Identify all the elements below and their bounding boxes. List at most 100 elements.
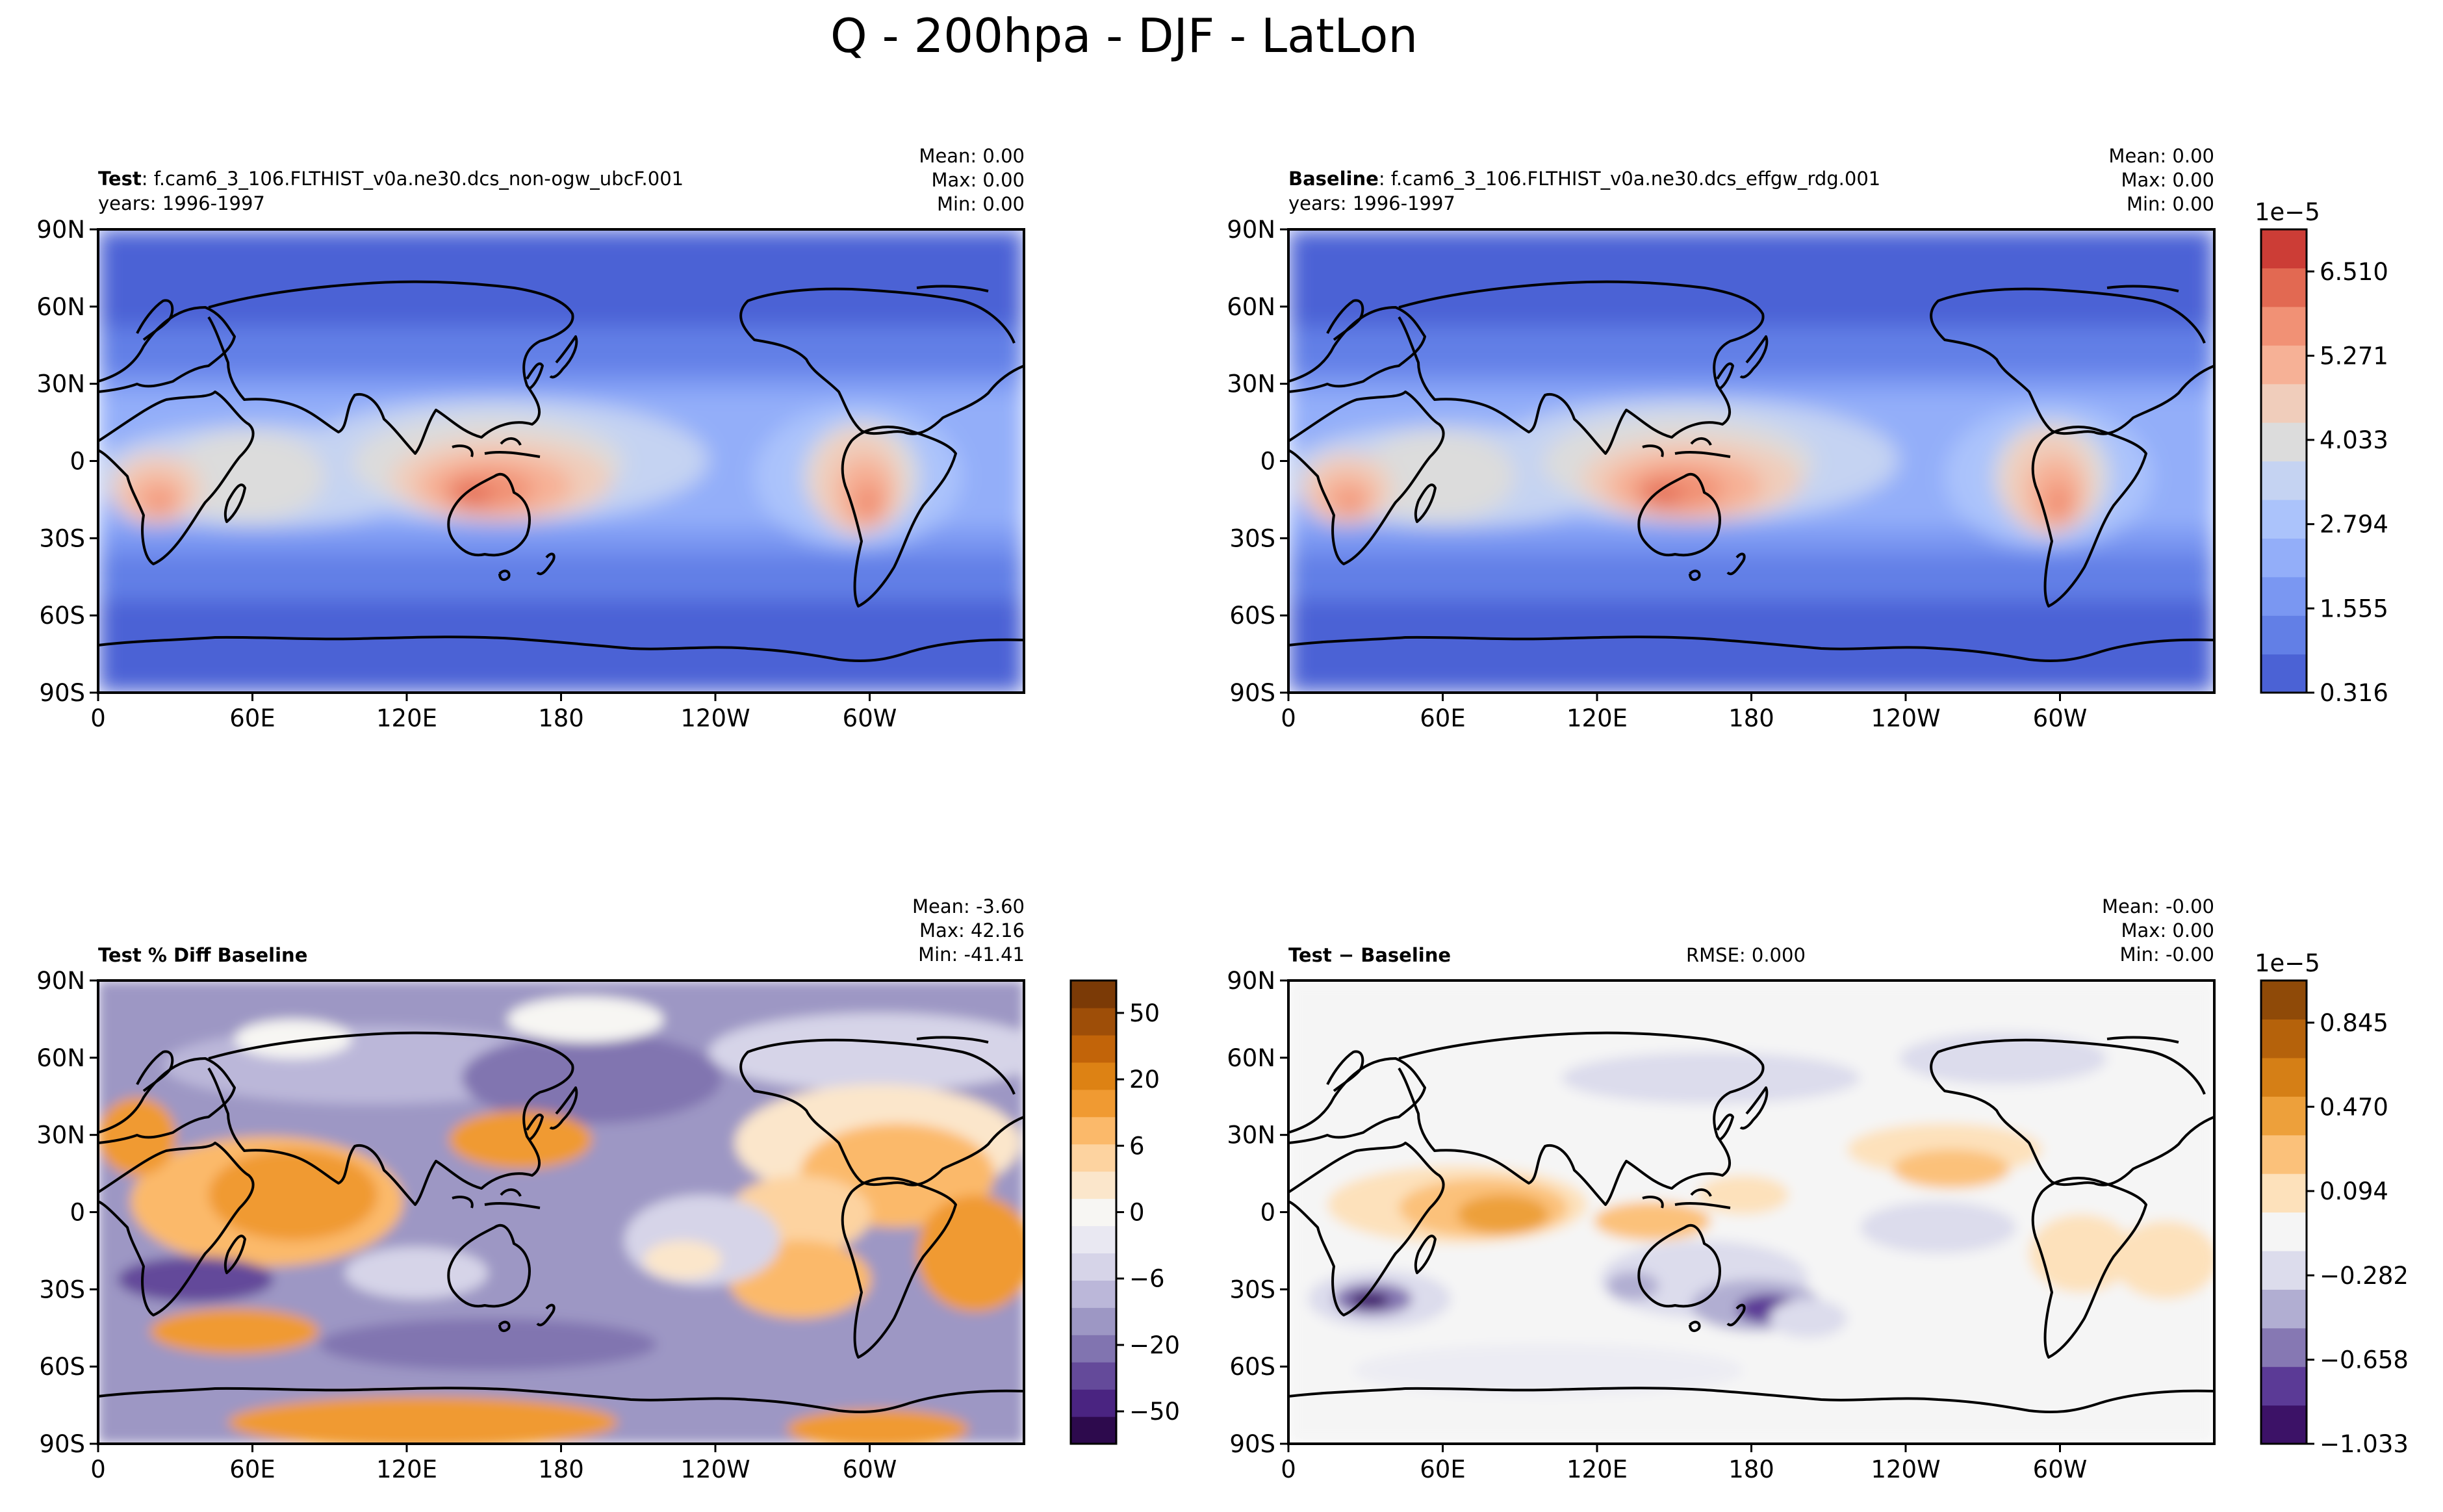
panel-test-max: Max: 0.00: [931, 169, 1025, 191]
colorbar-tick-label: 0.316: [2320, 679, 2388, 707]
colorbar-tick-label: 0.094: [2320, 1177, 2388, 1205]
x-tick-label: 60W: [843, 1455, 897, 1483]
colorbar-swatch: [2261, 1173, 2307, 1213]
colorbar-swatch: [1071, 1389, 1116, 1417]
panel-diff-map: [1288, 980, 2214, 1444]
colorbar-swatch: [2261, 229, 2307, 269]
colorbar-swatch: [2261, 576, 2307, 616]
panel-difference: Test − Baseline RMSE: 0.000 Mean: -0.00 …: [1227, 895, 2216, 1483]
figure-title: Q - 200hpa - DJF - LatLon: [830, 8, 1418, 63]
colorbar-swatch: [2261, 461, 2307, 500]
y-tick-label: 30S: [1229, 524, 1275, 552]
panel-baseline: Baseline: f.cam6_3_106.FLTHIST_v0a.ne30.…: [1227, 145, 2216, 732]
y-tick-label: 90S: [1229, 679, 1275, 707]
x-tick-label: 60E: [229, 1455, 275, 1483]
colorbar-q: 1e−5 6.510 5.271 4.033 2.794 1.555 0.316: [2255, 198, 2388, 707]
colorbar-swatch: [2261, 499, 2307, 539]
y-tick-label: 30S: [39, 1275, 85, 1303]
x-tick-label: 120W: [680, 704, 750, 732]
panel-pct-min: Min: -41.41: [918, 943, 1025, 966]
panel-test-label: Test: f.cam6_3_106.FLTHIST_v0a.ne30.dcs_…: [98, 168, 684, 190]
colorbar-swatch: [1071, 1362, 1116, 1390]
colorbar-swatch: [2261, 1096, 2307, 1136]
panel-baseline-map: [1288, 229, 2214, 693]
colorbar-tick-label: 2.794: [2320, 511, 2388, 539]
panel-diff-rmse: RMSE: 0.000: [1686, 944, 1806, 966]
y-tick-label: 30N: [1227, 1121, 1275, 1149]
y-tick-label: 60S: [39, 602, 85, 630]
panel-pct-mean: Mean: -3.60: [912, 895, 1025, 917]
x-tick-label: 0: [1281, 704, 1296, 732]
y-tick-label: 90N: [1227, 967, 1275, 995]
panel-test: Test: f.cam6_3_106.FLTHIST_v0a.ne30.dcs_…: [36, 145, 1025, 732]
y-tick-label: 60S: [39, 1353, 85, 1381]
colorbar-percent-diff: 50 20 6 0 −6 −20 −50: [1069, 979, 1180, 1445]
colorbar-swatch: [1071, 1171, 1116, 1199]
colorbar-tick-label: 0.470: [2320, 1093, 2388, 1121]
x-tick-label: 0: [90, 704, 106, 732]
colorbar-swatch: [2261, 1057, 2307, 1097]
panel-baseline-max: Max: 0.00: [2121, 169, 2214, 191]
colorbar-swatch: [2261, 1134, 2307, 1174]
colorbar-tick-label: 4.033: [2320, 426, 2388, 454]
x-tick-label: 180: [538, 1455, 584, 1483]
y-tick-label: 60N: [36, 1044, 85, 1072]
colorbar-swatch: [2261, 345, 2307, 385]
panel-baseline-years: years: 1996-1997: [1288, 192, 1455, 214]
y-tick-label: 30N: [36, 370, 85, 398]
panel-test-map: [98, 229, 1024, 693]
colorbar-swatch: [2261, 1289, 2307, 1329]
panel-pct-map: [98, 980, 1024, 1444]
colorbar-swatch: [1071, 1007, 1116, 1036]
colorbar-tick-label: 6: [1129, 1132, 1145, 1160]
colorbar-swatch: [1071, 1198, 1116, 1227]
x-tick-label: 120W: [1871, 1455, 1940, 1483]
colorbar-tick-label: −0.658: [2320, 1346, 2409, 1374]
panel-diff-mean: Mean: -0.00: [2102, 895, 2214, 917]
x-tick-label: 120W: [680, 1455, 750, 1483]
y-tick-label: 90S: [39, 1430, 85, 1458]
colorbar-tick-label: 20: [1129, 1066, 1160, 1094]
colorbar-swatch: [2261, 1405, 2307, 1444]
colorbar-tick-label: −0.282: [2320, 1262, 2409, 1290]
colorbar-tick-label: 0.845: [2320, 1009, 2388, 1037]
y-tick-label: 0: [1260, 1199, 1275, 1227]
x-tick-label: 120W: [1871, 704, 1940, 732]
panel-test-min: Min: 0.00: [937, 193, 1025, 215]
x-tick-label: 60W: [2033, 1455, 2088, 1483]
y-tick-label: 90S: [1229, 1430, 1275, 1458]
colorbar-swatch: [2261, 306, 2307, 346]
colorbar-tick-label: −20: [1129, 1331, 1180, 1359]
panel-diff-label: Test − Baseline: [1288, 944, 1451, 966]
panel-diff-max: Max: 0.00: [2121, 919, 2214, 942]
y-tick-label: 30N: [1227, 370, 1275, 398]
x-tick-label: 0: [90, 1455, 106, 1483]
y-tick-label: 60N: [1227, 1044, 1275, 1072]
colorbar-tick-label: 0: [1129, 1199, 1145, 1227]
y-tick-label: 0: [70, 1199, 85, 1227]
colorbar-tick-label: −1.033: [2320, 1430, 2409, 1458]
colorbar-swatch: [1071, 1062, 1116, 1090]
panel-pct-label: Test % Diff Baseline: [98, 944, 307, 966]
y-tick-label: 90N: [36, 216, 85, 244]
colorbar-swatch: [1071, 1307, 1116, 1335]
colorbar-swatch: [2261, 980, 2307, 1020]
x-tick-label: 60E: [1420, 1455, 1465, 1483]
y-tick-label: 30S: [1229, 1275, 1275, 1303]
y-tick-label: 90N: [36, 967, 85, 995]
colorbar-swatch: [1071, 1253, 1116, 1281]
y-tick-label: 30S: [39, 524, 85, 552]
x-tick-label: 180: [538, 704, 584, 732]
panel-test-years: years: 1996-1997: [98, 192, 265, 214]
x-tick-label: 60E: [229, 704, 275, 732]
colorbar-tick-label: −50: [1129, 1398, 1180, 1426]
colorbar-tick-label: −6: [1129, 1265, 1165, 1293]
x-tick-label: 60W: [2033, 704, 2088, 732]
colorbar-exponent: 1e−5: [2255, 949, 2320, 977]
y-tick-label: 90N: [1227, 216, 1275, 244]
colorbar-swatch: [1071, 1116, 1116, 1145]
x-tick-label: 60W: [843, 704, 897, 732]
panel-baseline-mean: Mean: 0.00: [2108, 145, 2214, 167]
colorbar-swatch: [2261, 268, 2307, 307]
colorbar-tick-label: 6.510: [2320, 258, 2388, 286]
